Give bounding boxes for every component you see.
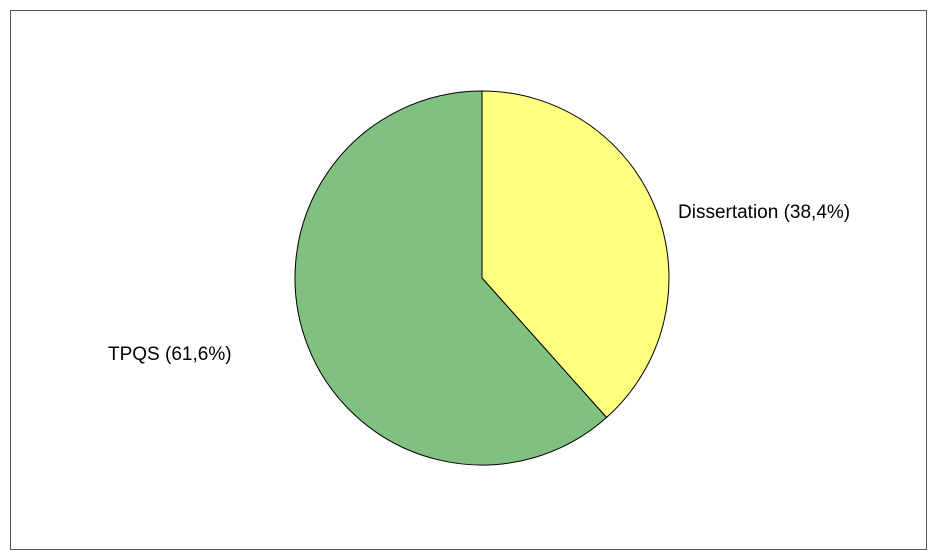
pie-chart: Dissertation (38,4%) TPQS (61,6%) [108, 90, 850, 466]
pie-slice-dissertation [481, 90, 670, 419]
slice-label-dissertation: Dissertation (38,4%) [678, 202, 850, 223]
slice-label-tpqs: TPQS (61,6%) [108, 344, 232, 365]
pie-slice-tpqs [294, 90, 608, 466]
pie-slices [294, 90, 670, 466]
